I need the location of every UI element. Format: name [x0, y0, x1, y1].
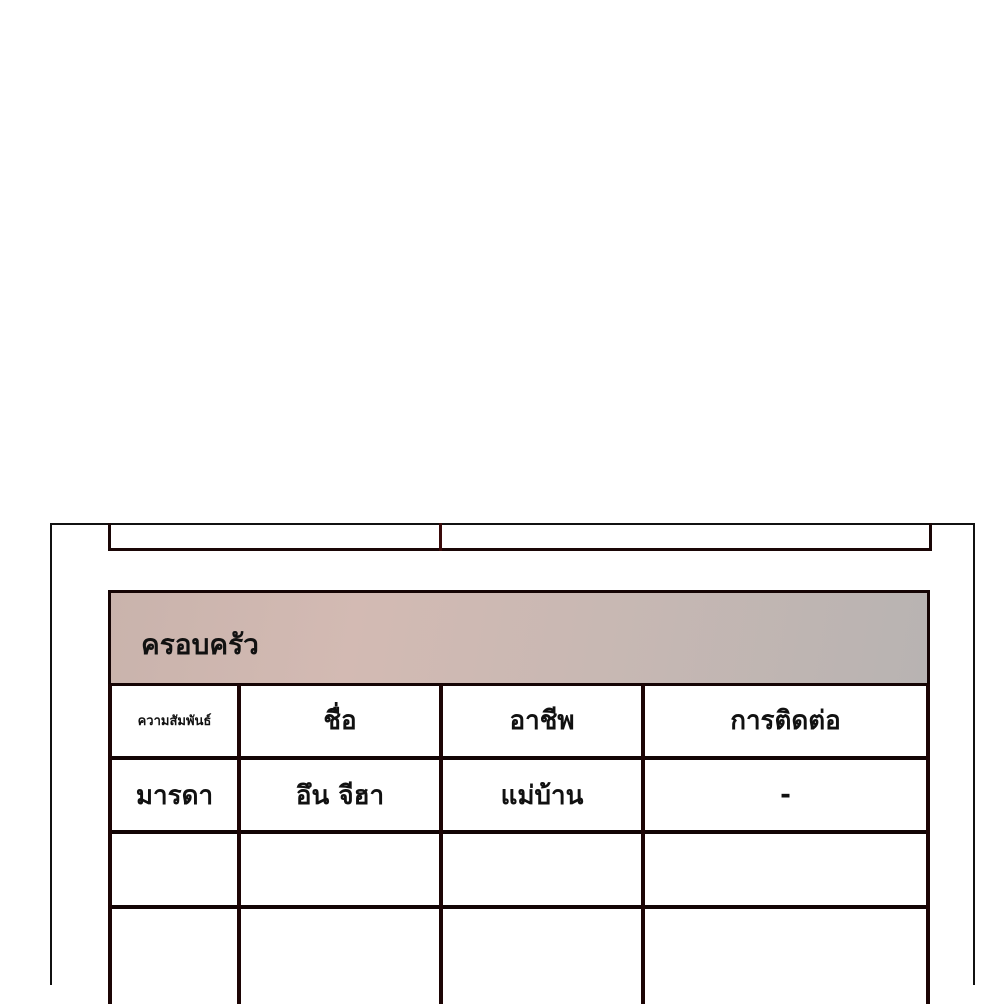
col-divider [108, 684, 112, 1004]
column-header-name: ชื่อ [323, 705, 357, 736]
row-divider [108, 830, 930, 834]
column-header-contact: การติดต่อ [730, 705, 841, 736]
cell-contact: - [780, 780, 791, 810]
col-divider [439, 684, 443, 1004]
row-divider [108, 905, 930, 909]
col-divider [926, 684, 930, 1004]
cell-occupation: แม่บ้าน [500, 780, 584, 811]
col-divider [237, 684, 241, 1004]
previous-table-bottom [108, 523, 932, 551]
cell-relationship: มารดา [135, 780, 214, 811]
family-table: ครอบครัว ความสัมพันธ์ ชื่อ อาชีพ การติดต… [108, 590, 930, 1004]
col-divider [641, 684, 645, 1004]
column-header-occupation: อาชีพ [509, 705, 575, 736]
previous-table-divider [439, 523, 442, 551]
cell-name: อึน จีฮา [295, 780, 385, 811]
column-header-relationship: ความสัมพันธ์ [137, 713, 212, 729]
section-title: ครอบครัว [141, 628, 259, 661]
family-header-band: ครอบครัว [108, 590, 930, 686]
row-divider [108, 756, 930, 760]
